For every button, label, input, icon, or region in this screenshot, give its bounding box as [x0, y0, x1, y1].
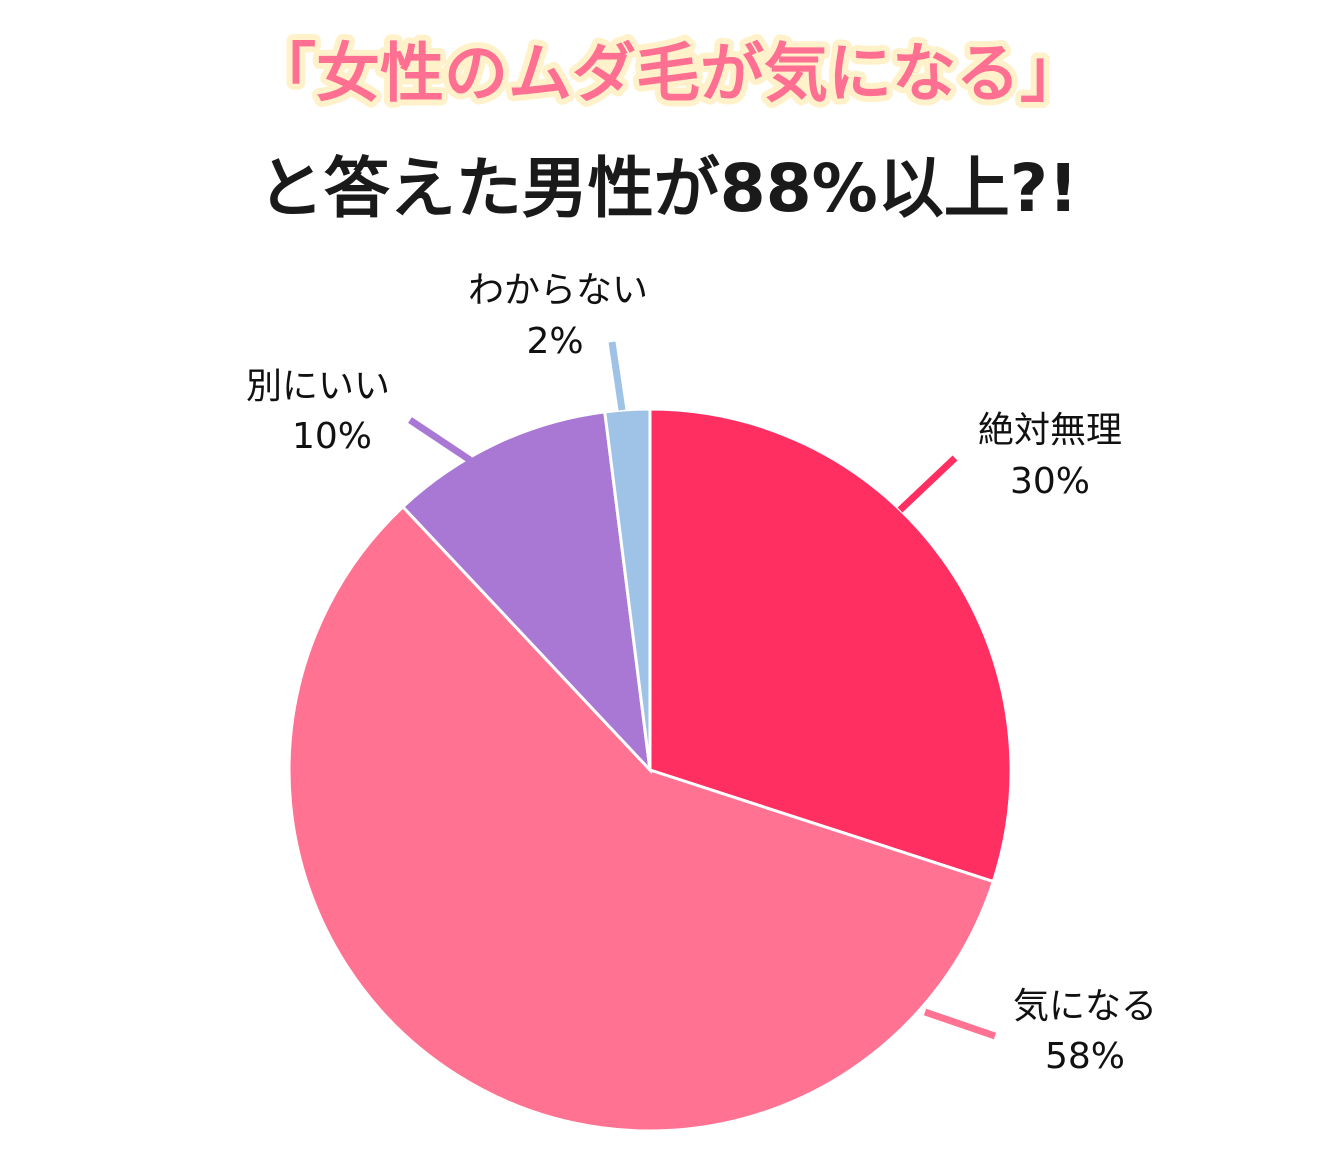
leader-line	[408, 417, 472, 463]
slice-label: 別にいい	[246, 366, 390, 407]
leader-line	[897, 455, 958, 513]
slice-label: 気になる	[1013, 986, 1157, 1027]
slice-label: わからない	[468, 270, 648, 311]
leader-line	[923, 1008, 997, 1040]
slice-label: 絶対無理	[978, 410, 1122, 451]
leader-line	[608, 341, 626, 411]
pie-slice	[287, 504, 996, 1133]
value-label: 58%	[1045, 1036, 1125, 1077]
pie-slice	[400, 410, 653, 775]
pie-slice	[648, 407, 1013, 884]
chart-title: 「女性のムダ毛が気になる」	[252, 38, 1084, 112]
chart-subtitle: と答えた男性が88%以上?!	[258, 150, 1078, 227]
pie-slice	[603, 407, 652, 771]
value-label: 2%	[526, 321, 583, 362]
value-label: 10%	[292, 416, 372, 457]
value-label: 30%	[1010, 461, 1090, 502]
